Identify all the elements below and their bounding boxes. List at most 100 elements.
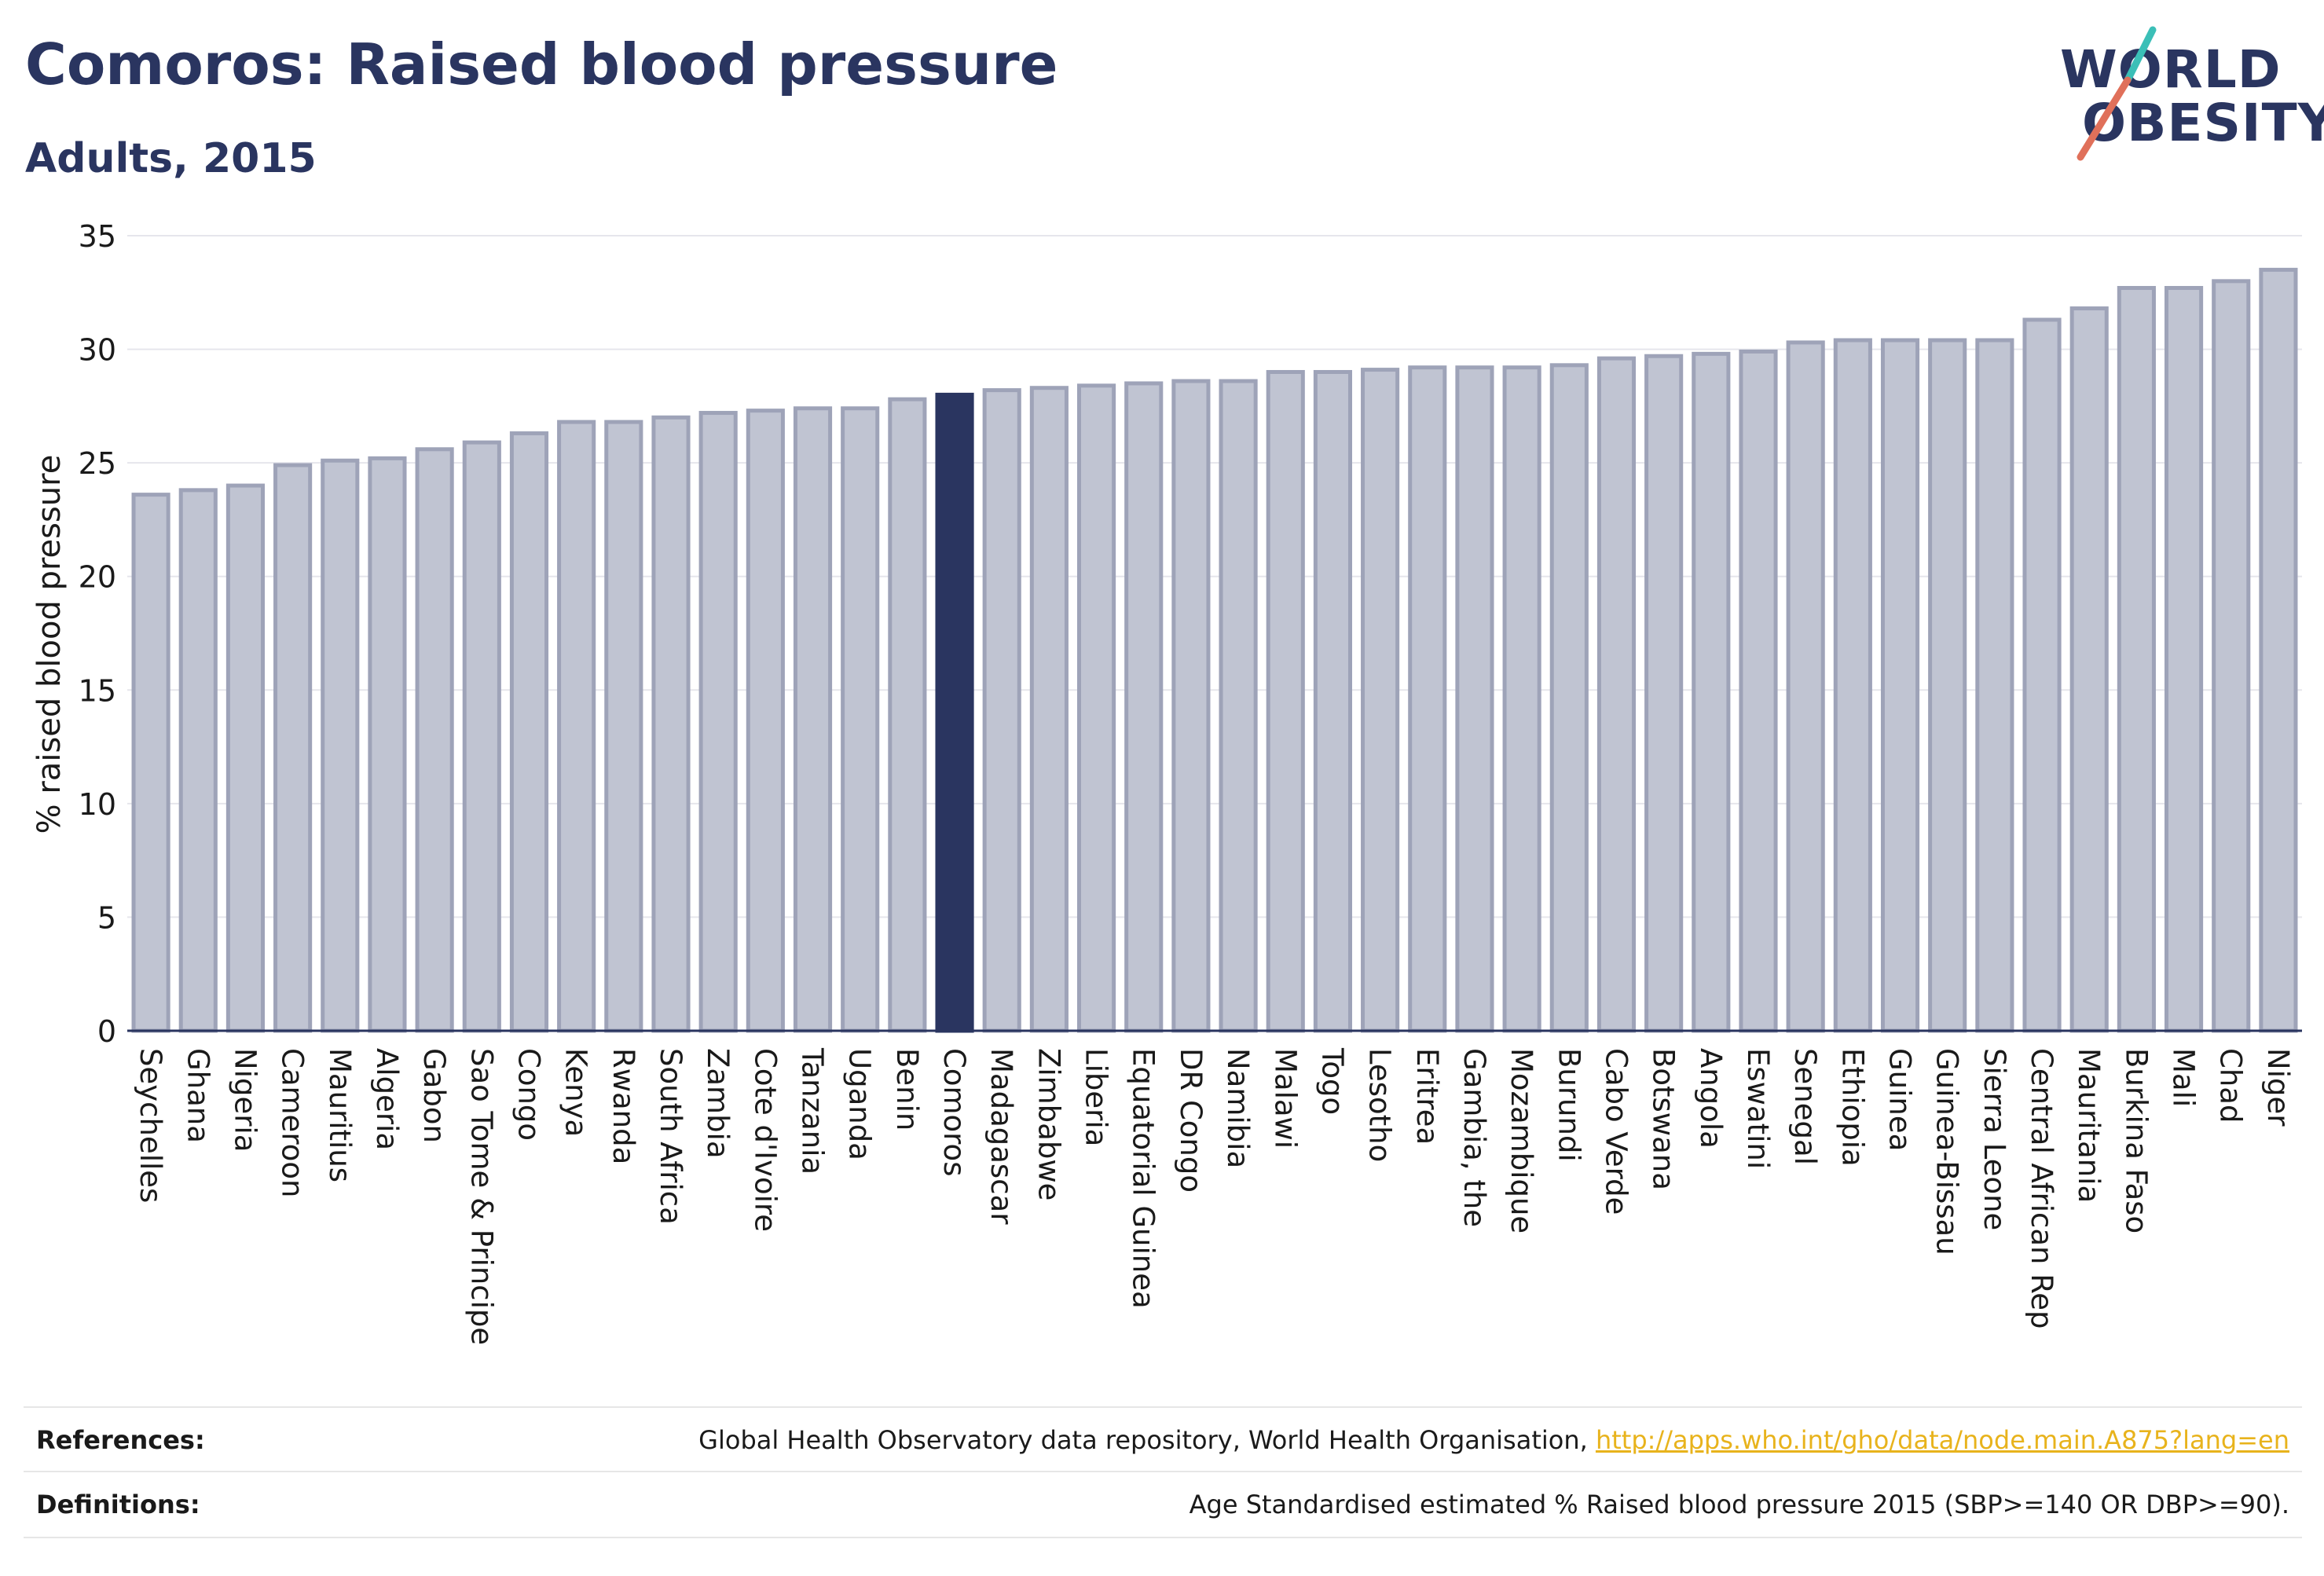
bar-cameroon[interactable] bbox=[273, 463, 313, 1033]
x-tick-label: Lesotho bbox=[1363, 1048, 1397, 1162]
x-tick-label: Mauritania bbox=[2072, 1048, 2106, 1203]
bar-namibia[interactable] bbox=[1219, 379, 1258, 1033]
bar-niger[interactable] bbox=[2259, 267, 2298, 1033]
x-tick-label: Senegal bbox=[1788, 1048, 1822, 1165]
bar-zimbabwe[interactable] bbox=[1029, 386, 1069, 1033]
bar-south-africa[interactable] bbox=[651, 415, 691, 1033]
y-tick-label: 10 bbox=[79, 787, 116, 822]
bar-benin[interactable] bbox=[888, 397, 927, 1033]
bar-kenya[interactable] bbox=[557, 420, 596, 1033]
bar-congo[interactable] bbox=[509, 431, 549, 1033]
y-tick-label: 35 bbox=[79, 219, 116, 254]
x-tick-label: Zimbabwe bbox=[1032, 1048, 1065, 1200]
bar-cote-d-ivoire[interactable] bbox=[746, 409, 785, 1033]
bar-sao-tome-principe[interactable] bbox=[462, 440, 501, 1033]
y-tick-label: 25 bbox=[79, 446, 116, 481]
x-tick-label: Gambia, the bbox=[1457, 1048, 1491, 1227]
page-title: Comoros: Raised blood pressure bbox=[25, 31, 1058, 97]
x-tick-label: Sierra Leone bbox=[1978, 1048, 2011, 1230]
bar-guinea-bissau[interactable] bbox=[1928, 338, 1967, 1033]
bar-sierra-leone[interactable] bbox=[1975, 338, 2014, 1033]
bar-central-african-rep[interactable] bbox=[2022, 317, 2062, 1033]
bar-guinea[interactable] bbox=[1880, 338, 1920, 1033]
x-tick-label: Guinea bbox=[1883, 1048, 1917, 1151]
x-tick-label: Eritrea bbox=[1410, 1048, 1444, 1145]
references-link[interactable]: http://apps.who.int/gho/data/node.main.A… bbox=[1595, 1425, 2289, 1455]
x-tick-label: Cabo Verde bbox=[1599, 1048, 1633, 1215]
y-tick-label: 0 bbox=[97, 1014, 116, 1049]
x-tick-label: Mauritius bbox=[323, 1048, 357, 1182]
bar-botswana[interactable] bbox=[1644, 354, 1684, 1033]
bar-liberia[interactable] bbox=[1076, 383, 1116, 1033]
bar-chad[interactable] bbox=[2212, 279, 2251, 1033]
x-tick-label: Algeria bbox=[370, 1048, 404, 1150]
bar-eswatini[interactable] bbox=[1739, 349, 1778, 1033]
bar-mali[interactable] bbox=[2164, 286, 2204, 1033]
x-tick-label: Namibia bbox=[1221, 1048, 1255, 1168]
x-tick-label: Benin bbox=[890, 1048, 924, 1131]
bar-mauritius[interactable] bbox=[321, 458, 360, 1033]
bar-senegal[interactable] bbox=[1786, 340, 1825, 1033]
x-tick-label: Liberia bbox=[1080, 1048, 1113, 1146]
bar-lesotho[interactable] bbox=[1361, 368, 1400, 1033]
bar-equatorial-guinea[interactable] bbox=[1124, 381, 1164, 1033]
x-tick-label: Cameroon bbox=[276, 1048, 310, 1197]
definitions-label: Definitions: bbox=[36, 1490, 200, 1519]
bar-dr-congo[interactable] bbox=[1171, 379, 1211, 1033]
bar-comoros[interactable] bbox=[935, 392, 974, 1033]
x-tick-label: Burundi bbox=[1552, 1048, 1585, 1162]
x-tick-label: Uganda bbox=[843, 1048, 877, 1160]
x-tick-label: South Africa bbox=[654, 1048, 687, 1225]
bar-ethiopia[interactable] bbox=[1833, 338, 1872, 1033]
x-tick-label: Sao Tome & Principe bbox=[464, 1048, 498, 1345]
x-tick-label: Seychelles bbox=[134, 1048, 167, 1203]
x-tick-label: Mali bbox=[2167, 1048, 2201, 1107]
bar-mauritania[interactable] bbox=[2069, 306, 2109, 1033]
y-tick-label: 20 bbox=[79, 560, 116, 595]
x-tick-label: Tanzania bbox=[796, 1047, 830, 1175]
x-tick-label: Equatorial Guinea bbox=[1127, 1048, 1160, 1309]
x-tick-label: DR Congo bbox=[1174, 1048, 1208, 1193]
y-axis-label: % raised blood pressure bbox=[31, 455, 68, 834]
bar-seychelles[interactable] bbox=[131, 493, 170, 1033]
x-tick-label: Kenya bbox=[559, 1048, 593, 1137]
bar-chart: Seychelles Ghana Nigeria Cameroon Mauritius A… bbox=[31, 219, 2302, 1345]
bar-nigeria[interactable] bbox=[225, 483, 266, 1033]
bar-tanzania[interactable] bbox=[793, 406, 833, 1033]
bar-gabon[interactable] bbox=[415, 447, 454, 1033]
x-tick-label: Angola bbox=[1694, 1048, 1728, 1149]
bar-rwanda[interactable] bbox=[604, 420, 643, 1033]
y-tick-label: 15 bbox=[79, 673, 116, 708]
bar-mozambique[interactable] bbox=[1502, 365, 1541, 1033]
bar-angola[interactable] bbox=[1692, 351, 1731, 1033]
x-tick-label: Malawi bbox=[1268, 1048, 1302, 1149]
bar-madagascar[interactable] bbox=[982, 388, 1021, 1033]
page-subtitle: Adults, 2015 bbox=[25, 135, 317, 182]
x-tick-label: Gabon bbox=[417, 1048, 451, 1143]
x-tick-label: Congo bbox=[511, 1048, 545, 1141]
references-row: References: Global Health Observatory da… bbox=[24, 1406, 2302, 1472]
references-text: Global Health Observatory data repositor… bbox=[698, 1425, 1596, 1455]
bar-malawi[interactable] bbox=[1266, 369, 1305, 1033]
references-label: References: bbox=[36, 1425, 205, 1455]
definitions-value: Age Standardised estimated % Raised bloo… bbox=[1189, 1490, 2289, 1519]
y-tick-label: 30 bbox=[79, 333, 116, 368]
x-tick-label: Togo bbox=[1315, 1047, 1349, 1115]
bar-cabo-verde[interactable] bbox=[1596, 356, 1637, 1033]
bar-burundi[interactable] bbox=[1549, 363, 1589, 1033]
references-value: Global Health Observatory data repositor… bbox=[698, 1425, 2289, 1455]
y-tick-label: 5 bbox=[97, 900, 116, 935]
bar-burkina-faso[interactable] bbox=[2117, 286, 2156, 1033]
x-tick-label: Botswana bbox=[1647, 1048, 1681, 1190]
x-tick-label: Cote d'Ivoire bbox=[748, 1048, 782, 1232]
x-tick-label: Mozambique bbox=[1505, 1048, 1538, 1233]
x-tick-label: Comoros bbox=[937, 1048, 971, 1176]
bar-ghana[interactable] bbox=[178, 488, 218, 1033]
bar-uganda[interactable] bbox=[841, 406, 880, 1033]
x-tick-label: Zambia bbox=[701, 1048, 735, 1159]
bar-zambia[interactable] bbox=[698, 411, 738, 1033]
bar-togo[interactable] bbox=[1313, 369, 1353, 1033]
bar-gambia-the[interactable] bbox=[1455, 365, 1494, 1033]
bar-eritrea[interactable] bbox=[1408, 365, 1447, 1033]
bar-algeria[interactable] bbox=[368, 456, 407, 1033]
